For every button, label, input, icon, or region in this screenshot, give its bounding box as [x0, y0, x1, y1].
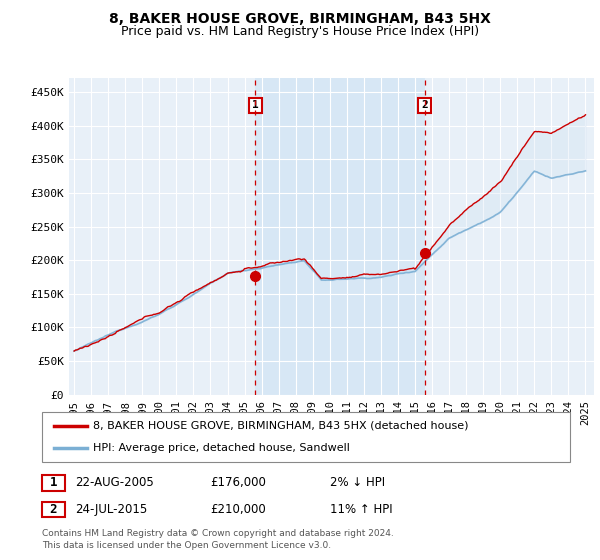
Text: Contains HM Land Registry data © Crown copyright and database right 2024.
This d: Contains HM Land Registry data © Crown c… — [42, 529, 394, 550]
Text: 1: 1 — [252, 100, 259, 110]
Text: 2: 2 — [50, 503, 57, 516]
Text: HPI: Average price, detached house, Sandwell: HPI: Average price, detached house, Sand… — [93, 443, 350, 453]
Text: £210,000: £210,000 — [210, 503, 266, 516]
Text: 22-AUG-2005: 22-AUG-2005 — [75, 476, 154, 489]
Text: 1: 1 — [50, 476, 57, 489]
Text: 2: 2 — [421, 100, 428, 110]
Text: 11% ↑ HPI: 11% ↑ HPI — [330, 503, 392, 516]
Text: 8, BAKER HOUSE GROVE, BIRMINGHAM, B43 5HX: 8, BAKER HOUSE GROVE, BIRMINGHAM, B43 5H… — [109, 12, 491, 26]
Text: 2% ↓ HPI: 2% ↓ HPI — [330, 476, 385, 489]
Text: 24-JUL-2015: 24-JUL-2015 — [75, 503, 147, 516]
Bar — [256, 78, 425, 395]
Text: £176,000: £176,000 — [210, 476, 266, 489]
Text: Price paid vs. HM Land Registry's House Price Index (HPI): Price paid vs. HM Land Registry's House … — [121, 25, 479, 38]
Text: 8, BAKER HOUSE GROVE, BIRMINGHAM, B43 5HX (detached house): 8, BAKER HOUSE GROVE, BIRMINGHAM, B43 5H… — [93, 421, 469, 431]
